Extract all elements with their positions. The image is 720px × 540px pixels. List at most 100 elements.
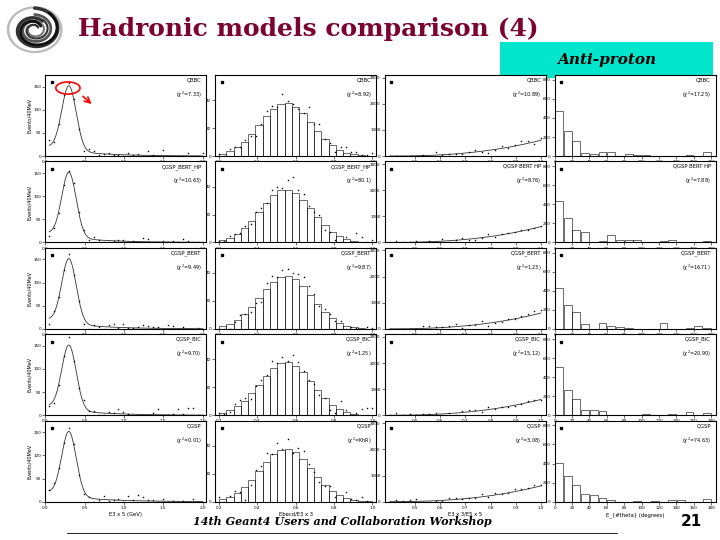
Bar xyxy=(616,327,624,329)
Y-axis label: Events/40MeV: Events/40MeV xyxy=(27,271,32,306)
Bar xyxy=(668,240,676,242)
Bar xyxy=(219,326,226,329)
Bar xyxy=(256,125,263,156)
Bar xyxy=(351,414,358,415)
X-axis label: Ebecd/E3 x 3: Ebecd/E3 x 3 xyxy=(279,512,312,517)
Bar xyxy=(343,412,351,415)
Bar xyxy=(616,240,624,242)
Bar xyxy=(555,111,563,156)
Bar xyxy=(248,480,256,502)
Bar xyxy=(292,452,300,502)
Bar xyxy=(256,384,263,415)
Text: ($\chi^2$=20.90): ($\chi^2$=20.90) xyxy=(682,349,711,359)
Bar xyxy=(564,390,572,415)
Bar xyxy=(555,288,563,329)
Bar xyxy=(572,312,580,329)
Bar xyxy=(572,141,580,156)
Bar xyxy=(581,323,589,329)
Text: QGSP_BERT: QGSP_BERT xyxy=(341,250,372,256)
Bar xyxy=(634,240,642,242)
Bar xyxy=(642,155,650,156)
Bar xyxy=(555,463,563,502)
Bar xyxy=(328,491,336,502)
Text: QGSP: QGSP xyxy=(526,423,541,428)
Text: ($\chi^2$=KhR): ($\chi^2$=KhR) xyxy=(347,435,372,445)
Text: Hadronic models comparison (4): Hadronic models comparison (4) xyxy=(78,17,539,40)
Bar xyxy=(634,155,642,156)
Bar xyxy=(598,323,606,329)
Bar xyxy=(241,401,248,415)
Bar xyxy=(321,398,328,415)
Bar xyxy=(226,410,233,415)
Bar xyxy=(233,493,241,502)
Bar xyxy=(219,499,226,502)
Bar xyxy=(307,122,314,156)
Bar xyxy=(351,327,358,329)
Y-axis label: Events/40MeV: Events/40MeV xyxy=(27,443,32,479)
Bar xyxy=(598,411,606,415)
Bar xyxy=(343,153,351,156)
Bar xyxy=(219,153,226,156)
Text: ($\chi^2$=1.23): ($\chi^2$=1.23) xyxy=(516,262,541,273)
Bar xyxy=(607,326,615,329)
Y-axis label: Events/40MeV: Events/40MeV xyxy=(27,184,32,220)
Bar xyxy=(336,323,343,329)
Bar xyxy=(351,500,358,502)
Bar xyxy=(307,295,314,329)
Bar xyxy=(292,279,300,329)
Bar xyxy=(581,494,589,502)
Bar xyxy=(328,232,336,242)
Bar xyxy=(555,367,563,415)
Text: ($\chi^2$=9.70): ($\chi^2$=9.70) xyxy=(176,349,202,359)
Bar xyxy=(634,501,642,502)
Bar xyxy=(226,238,233,242)
Bar xyxy=(241,141,248,156)
Bar xyxy=(270,454,277,502)
Bar xyxy=(651,501,659,502)
Bar xyxy=(703,241,711,242)
Text: ($\chi^2$=15.12): ($\chi^2$=15.12) xyxy=(512,349,541,359)
Bar xyxy=(307,381,314,415)
Text: 21: 21 xyxy=(680,514,702,529)
Bar xyxy=(607,500,615,502)
Text: QGSP_BERT_HP: QGSP_BERT_HP xyxy=(161,164,202,170)
Text: QGSP_BERT: QGSP_BERT xyxy=(680,250,711,256)
Text: ($\chi^2$=10.89): ($\chi^2$=10.89) xyxy=(513,90,541,100)
Bar xyxy=(590,410,598,415)
Bar xyxy=(256,298,263,329)
Bar xyxy=(277,450,284,502)
Bar xyxy=(314,390,321,415)
Bar xyxy=(241,228,248,242)
Bar xyxy=(226,497,233,502)
Bar xyxy=(307,208,314,242)
Bar xyxy=(321,225,328,242)
Bar xyxy=(581,410,589,415)
Bar xyxy=(358,328,365,329)
Bar xyxy=(284,362,292,415)
Bar xyxy=(292,366,300,415)
Bar xyxy=(336,150,343,156)
Bar xyxy=(343,498,351,502)
Bar xyxy=(328,404,336,415)
Text: ($\chi^2$=0.01): ($\chi^2$=0.01) xyxy=(176,435,202,445)
Text: QGSP: QGSP xyxy=(357,423,372,428)
FancyBboxPatch shape xyxy=(500,42,713,78)
Text: QGSP_BIC: QGSP_BIC xyxy=(176,337,202,342)
Text: ($\chi^2$=7.33): ($\chi^2$=7.33) xyxy=(176,90,202,100)
Bar xyxy=(241,487,248,502)
Bar xyxy=(685,413,693,415)
Text: QGSP_BIC: QGSP_BIC xyxy=(346,337,372,342)
Bar xyxy=(241,314,248,329)
Text: QBBC: QBBC xyxy=(356,77,372,83)
Bar xyxy=(607,152,615,156)
Bar xyxy=(256,212,263,242)
Bar xyxy=(564,306,572,329)
Text: QGSP: QGSP xyxy=(696,423,711,428)
Bar xyxy=(248,220,256,242)
Text: QGSP: QGSP xyxy=(187,423,202,428)
Y-axis label: Events/40MeV: Events/40MeV xyxy=(27,98,32,133)
Bar xyxy=(660,241,667,242)
Bar xyxy=(321,312,328,329)
Text: ($\chi^2$=8.92): ($\chi^2$=8.92) xyxy=(346,90,372,100)
Bar xyxy=(307,468,314,502)
